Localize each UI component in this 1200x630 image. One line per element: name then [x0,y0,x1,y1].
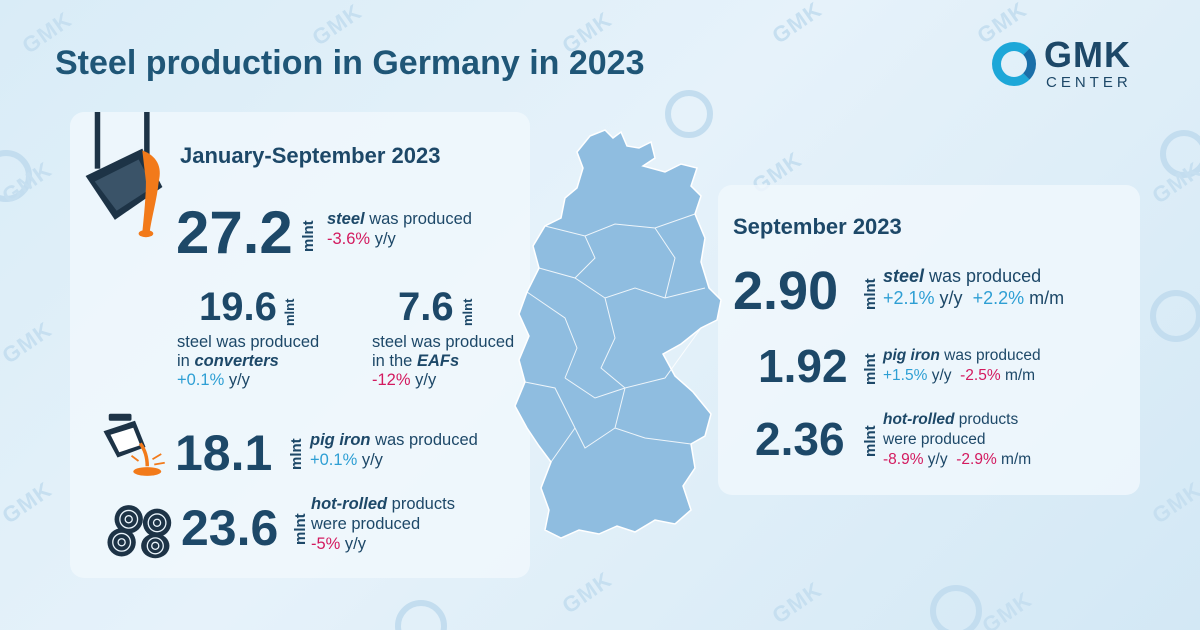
sep-pig-iron-change: +1.5% y/y -2.5% m/m [883,367,1036,384]
sep-steel-label: steel was produced [883,266,1042,286]
logo-text-sub: CENTER [1046,74,1132,91]
gmk-center-logo: GMK CENTER [992,34,1172,94]
jan-sep-steel-label: steel was produced [327,210,472,228]
watermark: GMK [557,566,617,619]
sep-hot-rolled-unit: mlnt [862,425,879,457]
eafs-label-1: steel was produced [372,333,515,351]
jan-sep-pig-iron-value: 18.1 [175,425,273,481]
sep-hot-rolled-value: 2.36 [755,413,845,465]
september-title: September 2023 [733,214,902,239]
eafs-value: 7.6 [398,285,454,329]
jan-sep-steel-unit: mlnt [300,220,317,252]
sep-pig-iron-value: 1.92 [758,340,848,392]
logo-ring-icon [992,42,1036,86]
steel-ladle-icon [85,112,163,238]
page-title: Steel production in Germany in 2023 [55,44,645,82]
jan-sep-hot-rolled-label-2: were produced [311,515,421,533]
steel-coils-icon [107,505,172,559]
converters-label-1: steel was produced [177,333,320,351]
jan-sep-hot-rolled-change: -5% y/y [311,535,367,553]
sep-pig-iron-label: pig iron was produced [883,347,1041,364]
germany-map [514,129,722,539]
jan-sep-hot-rolled-label-1: hot-rolled products [311,495,455,513]
jan-sep-pig-iron-label: pig iron was produced [310,431,478,449]
watermark: GMK [977,586,1037,630]
sep-hot-rolled-change: -8.9% y/y -2.9% m/m [883,451,1032,468]
converters-change: +0.1% y/y [177,371,250,389]
watermark: GMK [0,476,57,529]
watermark: GMK [767,576,827,629]
sep-steel-value: 2.90 [733,261,839,321]
sep-steel-unit: mlnt [862,278,879,310]
jan-sep-pig-iron-change: +0.1% y/y [310,451,383,469]
watermark: GMK [0,316,57,369]
logo-text-main: GMK [1044,34,1131,75]
sep-pig-iron-unit: mlnt [862,353,879,385]
eafs-change: -12% y/y [372,371,437,389]
converters-label-2: in converters [177,352,279,370]
pig-iron-pouring-icon [103,413,165,476]
jan-sep-title: January-September 2023 [180,143,441,168]
sep-hot-rolled-label-1: hot-rolled products [883,411,1019,428]
jan-sep-steel-value: 27.2 [176,199,293,266]
sep-steel-change: +2.1% y/y +2.2% m/m [883,288,1065,308]
eafs-unit: mlnt [460,298,475,326]
jan-sep-hot-rolled-value: 23.6 [181,500,279,556]
watermark: GMK [767,0,827,49]
watermark: GMK [1147,476,1200,529]
jan-sep-hot-rolled-unit: mlnt [292,513,309,545]
converters-unit: mlnt [282,298,297,326]
eafs-label-2: in the EAFs [372,352,460,370]
jan-sep-pig-iron-unit: mlnt [288,438,305,470]
jan-sep-steel-change: -3.6% y/y [327,230,396,248]
sep-hot-rolled-label-2: were produced [883,431,986,448]
panel-september [718,185,1140,495]
converters-value: 19.6 [199,285,277,329]
